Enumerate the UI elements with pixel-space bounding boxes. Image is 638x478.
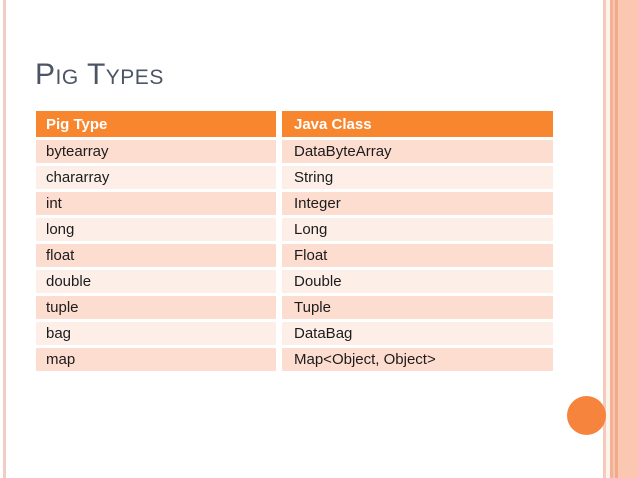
cell-java-class: DataByteArray [282, 140, 553, 163]
cell-pig-type: float [36, 244, 276, 267]
cell-pig-type: double [36, 270, 276, 293]
orange-circle-decoration [567, 396, 606, 435]
right-border-stripe [610, 0, 613, 478]
right-border-stripe [603, 0, 606, 478]
table-header-row: Pig Type Java Class [36, 111, 553, 137]
pig-types-table: Pig Type Java Class bytearray DataByteAr… [36, 111, 553, 371]
right-border-stripe [615, 0, 618, 478]
cell-pig-type: bytearray [36, 140, 276, 163]
left-border-stripe [3, 0, 6, 478]
cell-pig-type: long [36, 218, 276, 241]
table-row: double Double [36, 270, 553, 293]
table-row: map Map<Object, Object> [36, 348, 553, 371]
cell-java-class: DataBag [282, 322, 553, 345]
header-cell-java-class: Java Class [282, 111, 553, 137]
cell-java-class: Integer [282, 192, 553, 215]
right-border-band [618, 0, 638, 478]
table-row: tuple Tuple [36, 296, 553, 319]
table-row: long Long [36, 218, 553, 241]
cell-java-class: Float [282, 244, 553, 267]
table-row: bag DataBag [36, 322, 553, 345]
cell-pig-type: bag [36, 322, 276, 345]
cell-java-class: Long [282, 218, 553, 241]
slide-title: Pig Types [35, 58, 164, 91]
cell-java-class: Tuple [282, 296, 553, 319]
cell-java-class: Double [282, 270, 553, 293]
cell-java-class: Map<Object, Object> [282, 348, 553, 371]
table-row: chararray String [36, 166, 553, 189]
table-row: float Float [36, 244, 553, 267]
right-border-stripe [606, 0, 610, 478]
cell-pig-type: map [36, 348, 276, 371]
table-row: int Integer [36, 192, 553, 215]
cell-java-class: String [282, 166, 553, 189]
right-border-stripe [613, 0, 615, 478]
table-row: bytearray DataByteArray [36, 140, 553, 163]
header-cell-pig-type: Pig Type [36, 111, 276, 137]
cell-pig-type: int [36, 192, 276, 215]
cell-pig-type: tuple [36, 296, 276, 319]
cell-pig-type: chararray [36, 166, 276, 189]
